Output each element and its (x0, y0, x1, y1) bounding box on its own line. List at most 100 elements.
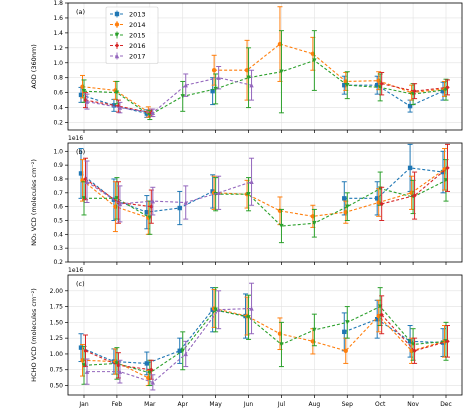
point-2017-apr (183, 82, 188, 88)
x-tick-label-apr: Apr (178, 401, 189, 408)
y-tick-label: 0.4 (53, 105, 63, 112)
y-tick-label: 0.4 (53, 231, 63, 238)
point-2015-may (213, 86, 218, 92)
y-axis-label: HCHO VCD (molecules cm⁻²) (30, 288, 38, 382)
point-2013-jan (78, 92, 84, 98)
y-tick-label: 0.75 (50, 367, 64, 374)
plot-frame (67, 274, 463, 396)
point-2015-sep (345, 204, 350, 209)
point-2014-may (211, 68, 217, 73)
legend-swatch-marker (114, 11, 120, 17)
point-2017-jan (84, 179, 90, 184)
legend-swatch-marker (114, 22, 120, 27)
point-2013-apr (177, 348, 182, 353)
point-2017-mar (150, 110, 156, 116)
series-line-2016 (381, 314, 448, 352)
point-2017-feb (117, 369, 123, 374)
point-2017-jan (84, 99, 90, 104)
panel-hcho: 0.50 0.75 1.00 1.25 1.50 1.75 2.00 Jan Feb Mar Apr… (30, 267, 463, 408)
point-2016-oct (379, 81, 384, 86)
series-line-2013 (344, 84, 444, 107)
series-2014 (80, 289, 447, 387)
point-2015-jun (246, 75, 251, 80)
series-line-2015 (215, 179, 447, 227)
point-2015-jun (246, 315, 251, 320)
gridlines (68, 143, 462, 263)
point-2017-jan (84, 369, 90, 374)
y-axis-label: AOD (360nm) (30, 44, 38, 88)
point-2015-may (213, 307, 218, 312)
point-2013-mar (144, 209, 150, 215)
point-2015-sep (345, 320, 350, 325)
point-2013-nov (407, 103, 413, 109)
point-2016-dec (445, 165, 450, 171)
y-tick-label: 1.75 (50, 304, 64, 311)
point-2014-sep (343, 348, 348, 353)
point-2013-sep (342, 329, 347, 335)
y-tick-label: 0.2 (53, 259, 63, 266)
plot-frame (67, 2, 463, 131)
y-tick-label: 0.8 (53, 176, 63, 183)
y-tick-label: 0.6 (53, 204, 63, 211)
x-tick-label-jun: Jun (243, 401, 254, 408)
point-2013-apr (177, 205, 182, 211)
legend-item-2016: 2016 (110, 42, 146, 50)
legend-swatch-marker (114, 32, 120, 38)
point-2013-may (210, 88, 215, 94)
series-line-2014 (82, 86, 149, 113)
legend-item-2017: 2017 (110, 52, 146, 60)
panel-label: (a) (76, 8, 85, 16)
series-line-2017 (86, 181, 252, 205)
point-2015-jul (279, 223, 284, 229)
series-line-2016 (85, 99, 152, 114)
point-2016-nov (412, 88, 417, 94)
legend: 2013 2014 2015 2016 2017 (105, 6, 159, 64)
point-2015-jun (246, 191, 251, 197)
panel-label: (b) (76, 148, 85, 156)
series-2017 (84, 282, 255, 391)
legend-item-2013: 2013 (110, 10, 146, 18)
series-line-2013 (344, 167, 444, 199)
point-2015-sep (345, 82, 350, 88)
series-line-2016 (381, 167, 448, 205)
legend-label: 2013 (129, 10, 146, 18)
y-tick-label: 0.5 (53, 217, 63, 224)
x-tick-label-jan: Jan (78, 401, 88, 408)
y-tick-label: 0.3 (53, 245, 63, 252)
x-tick-label-feb: Feb (112, 401, 123, 408)
point-2015-feb (114, 90, 120, 95)
series-2017 (84, 157, 255, 223)
series-2013 (78, 75, 446, 118)
point-2017-jun (249, 179, 254, 184)
point-2016-dec (445, 85, 450, 90)
point-2013-oct (374, 82, 380, 88)
y-tick-label: 1.6 (53, 15, 63, 22)
point-2017-feb (117, 201, 123, 207)
y-tick-label: 0.8 (53, 75, 63, 82)
point-2016-mar (149, 367, 154, 372)
point-2017-mar (150, 380, 156, 385)
point-2016-oct (379, 312, 384, 317)
x-tick-label-nov: Nov (407, 401, 419, 408)
point-2013-oct (374, 317, 380, 322)
series-2015 (81, 287, 449, 387)
point-2015-aug (312, 327, 317, 333)
y-tick-label: 0.6 (53, 90, 63, 97)
series-2015 (81, 30, 449, 121)
y-tick-label: 0.9 (53, 162, 63, 169)
point-2016-oct (379, 201, 384, 207)
y-axis-label: NO₂ VCD (molecules cm⁻²) (30, 159, 38, 246)
point-2013-feb (111, 103, 117, 108)
y-tick-label: 1.8 (53, 0, 63, 7)
point-2015-jul (279, 69, 284, 74)
point-2013-sep (342, 196, 347, 201)
series-line-2017 (87, 307, 252, 383)
legend-box (105, 6, 159, 64)
point-2016-feb (116, 103, 121, 109)
legend-label: 2017 (129, 52, 146, 60)
panel-label: (c) (76, 280, 85, 288)
series-2013 (78, 287, 446, 376)
series-line-2015 (83, 59, 447, 116)
legend-swatch-marker (114, 53, 120, 59)
